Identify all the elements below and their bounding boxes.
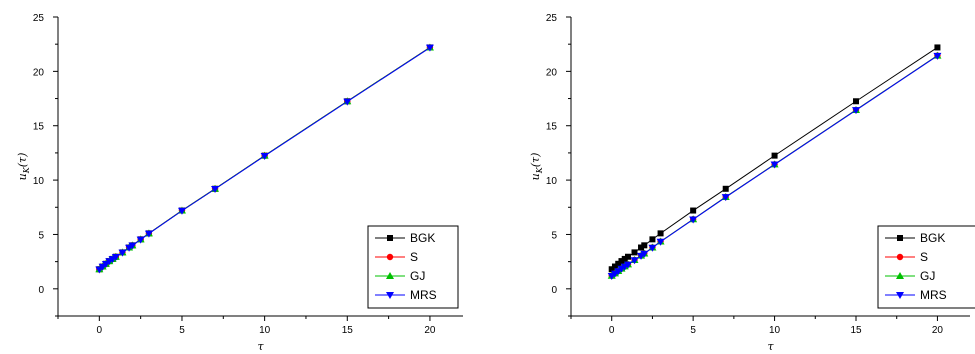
y-tick-label: 25	[33, 13, 45, 24]
legend-marker	[386, 292, 394, 299]
y-tick-label: 25	[546, 13, 558, 24]
data-point	[144, 230, 153, 238]
legend-marker	[386, 272, 394, 279]
data-point	[618, 258, 625, 265]
data-point	[425, 44, 434, 52]
legend: BGK S GJ MRS	[877, 225, 975, 309]
legend-label: MRS	[920, 288, 947, 302]
data-point	[722, 185, 729, 192]
data-point	[852, 107, 860, 115]
chart-left: 0 5 10 15 20 0 5 10 15 20 25 τ uK(τ) BGK S GJ MRS	[16, 13, 463, 353]
legend-marker	[896, 272, 904, 279]
legend-label: BGK	[920, 231, 945, 245]
legend-label: S	[410, 250, 418, 264]
y-axis-label: uK(τ)	[16, 153, 31, 181]
data-point	[621, 255, 628, 262]
y-axis-label-arg: (τ)	[16, 153, 29, 168]
y-axis-label-sub: K	[535, 166, 544, 174]
y-tick-label: 15	[546, 122, 558, 133]
legend-marker	[896, 253, 904, 261]
data-point	[177, 207, 186, 215]
legend-label: GJ	[920, 269, 935, 283]
y-axis-label-base: u	[529, 173, 542, 180]
data-point	[625, 253, 631, 260]
data-point	[648, 244, 657, 252]
y-axis-label-base: u	[16, 173, 29, 180]
y-tick-label: 20	[33, 67, 45, 78]
x-tick-label: 10	[259, 325, 271, 336]
legend-label: GJ	[410, 269, 425, 283]
x-tick-label: 0	[609, 325, 615, 336]
legend-marker	[897, 235, 903, 241]
x-tick-label: 0	[97, 325, 103, 336]
legend-marker	[386, 253, 394, 261]
data-point	[136, 236, 145, 244]
legend-box	[877, 225, 975, 309]
legend-box	[367, 225, 459, 309]
series-mrs	[607, 52, 942, 280]
data-point	[343, 98, 352, 106]
data-point	[624, 261, 632, 269]
x-tick-label: 20	[424, 325, 436, 336]
y-tick-label: 15	[33, 122, 45, 133]
data-point	[853, 98, 859, 105]
y-tick-label: 10	[546, 176, 558, 187]
y-axis-label-arg: (τ)	[529, 153, 542, 168]
legend-label: MRS	[410, 288, 437, 302]
data-point	[118, 249, 127, 257]
series-mrs	[95, 44, 434, 274]
data-point	[656, 238, 665, 246]
y-tick-label: 10	[33, 176, 45, 187]
x-axis-label: τ	[767, 340, 774, 353]
series-bgk	[608, 44, 941, 273]
x-tick-label: 5	[690, 325, 696, 336]
y-axis-label-sub: K	[22, 166, 31, 174]
data-point	[638, 244, 645, 251]
y-tick-label: 0	[551, 285, 557, 296]
legend-label: S	[920, 250, 928, 264]
legend-marker	[387, 235, 393, 241]
data-point	[934, 44, 941, 51]
data-point	[260, 152, 269, 160]
data-point	[608, 266, 615, 273]
data-point	[611, 263, 618, 270]
data-point	[641, 242, 648, 249]
data-point	[933, 52, 942, 60]
x-tick-label: 15	[850, 325, 862, 336]
data-point	[111, 253, 120, 261]
legend-marker	[896, 292, 904, 299]
x-tick-label: 5	[179, 325, 185, 336]
y-tick-label: 20	[546, 67, 558, 78]
y-tick-label: 5	[551, 230, 557, 241]
data-point	[640, 250, 649, 258]
data-point	[631, 249, 638, 256]
data-point	[657, 230, 664, 237]
data-point	[690, 207, 697, 214]
data-point	[128, 242, 137, 250]
data-point	[721, 194, 730, 202]
x-tick-label: 10	[769, 325, 781, 336]
chart-right: 0 5 10 15 20 0 5 10 15 20 25 τ uK(τ) BGK S GJ MRS	[529, 13, 975, 353]
data-point	[770, 161, 779, 169]
y-axis-label: uK(τ)	[529, 153, 544, 181]
data-point	[211, 186, 220, 194]
data-point	[689, 216, 698, 224]
legend-label: BGK	[410, 231, 435, 245]
data-point	[630, 257, 639, 265]
legend: BGK S GJ MRS	[367, 225, 459, 309]
x-tick-label: 20	[932, 325, 944, 336]
data-point	[771, 152, 778, 159]
data-point	[615, 260, 622, 267]
y-tick-label: 5	[38, 230, 44, 241]
data-point	[649, 236, 656, 243]
x-axis-label: τ	[257, 340, 264, 353]
y-tick-label: 0	[38, 285, 44, 296]
x-tick-label: 15	[342, 325, 354, 336]
